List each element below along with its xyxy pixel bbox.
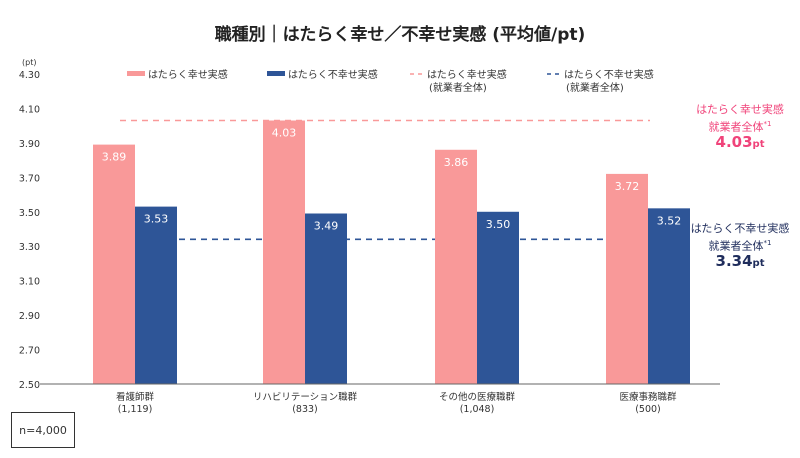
- chart-title: 職種別｜はたらく幸せ／不幸せ実感 (平均値/pt): [214, 25, 586, 45]
- bar-value-label: 3.52: [657, 214, 682, 227]
- legend-swatch: [267, 71, 285, 76]
- ref-annotation-unit: pt: [752, 257, 765, 269]
- ref-annotation-happy: はたらく幸せ実感 就業者全体*1 4.03pt: [680, 103, 800, 152]
- sample-size-box: n=4,000: [11, 412, 75, 448]
- bar-value-label: 3.50: [486, 218, 511, 231]
- bar: [477, 211, 519, 384]
- ref-annotation-line1: はたらく不幸せ実感: [690, 222, 790, 235]
- bar: [435, 149, 477, 384]
- x-tick-count: (500): [635, 404, 661, 415]
- y-tick-label: 3.50: [19, 208, 40, 219]
- bar-value-label: 3.49: [314, 220, 339, 233]
- bar-value-label: 3.53: [144, 213, 169, 226]
- y-tick-label: 3.10: [19, 277, 40, 288]
- legend-swatch: [127, 71, 145, 76]
- legend-label: はたらく不幸せ実感: [288, 68, 378, 81]
- legend-label-sub: (就業者全体): [566, 81, 624, 94]
- y-tick-label: 4.10: [19, 104, 40, 115]
- y-tick-label: 3.90: [19, 139, 40, 150]
- ref-annotation-unit: pt: [752, 138, 765, 150]
- ref-annotation-line2: 就業者全体: [708, 239, 764, 253]
- footnote-mark: *1: [763, 239, 772, 247]
- ref-annotation-unhappy: はたらく不幸せ実感 就業者全体*1 3.34pt: [680, 222, 800, 271]
- bar: [305, 213, 347, 384]
- y-tick-label: 2.50: [19, 380, 40, 391]
- bar-value-label: 3.86: [444, 156, 469, 169]
- bar-value-label: 3.72: [615, 180, 640, 193]
- ref-annotation-line1: はたらく幸せ実感: [696, 103, 784, 116]
- y-axis-unit: (pt): [22, 58, 36, 67]
- legend-label: はたらく幸せ実感: [148, 68, 228, 81]
- legend-label-sub: (就業者全体): [429, 81, 487, 94]
- y-tick-label: 2.90: [19, 311, 40, 322]
- x-tick-label: その他の医療職群: [439, 391, 516, 403]
- bar: [606, 173, 648, 384]
- bar-value-label: 4.03: [272, 127, 297, 140]
- y-tick-label: 3.70: [19, 173, 40, 184]
- x-tick-count: (1,048): [460, 404, 495, 415]
- bar-value-label: 3.89: [102, 151, 127, 164]
- bar: [93, 144, 135, 384]
- bar: [263, 120, 305, 384]
- y-tick-label: 2.70: [19, 346, 40, 357]
- x-tick-label: リハビリテーション職群: [253, 391, 358, 403]
- footnote-mark: *1: [763, 120, 772, 128]
- x-tick-label: 看護師群: [116, 391, 155, 403]
- legend-label: はたらく不幸せ実感: [564, 68, 654, 81]
- x-tick-label: 医療事務職群: [619, 391, 677, 403]
- x-tick-count: (1,119): [118, 404, 153, 415]
- bar: [135, 206, 177, 384]
- ref-annotation-line2: 就業者全体: [708, 120, 764, 134]
- x-tick-count: (833): [292, 404, 318, 415]
- y-tick-label: 3.30: [19, 242, 40, 253]
- bar: [648, 208, 690, 384]
- ref-annotation-value: 3.34: [715, 251, 753, 270]
- legend-label: はたらく幸せ実感: [427, 68, 507, 81]
- y-tick-label: 4.30: [19, 70, 40, 81]
- ref-annotation-value: 4.03: [715, 132, 753, 151]
